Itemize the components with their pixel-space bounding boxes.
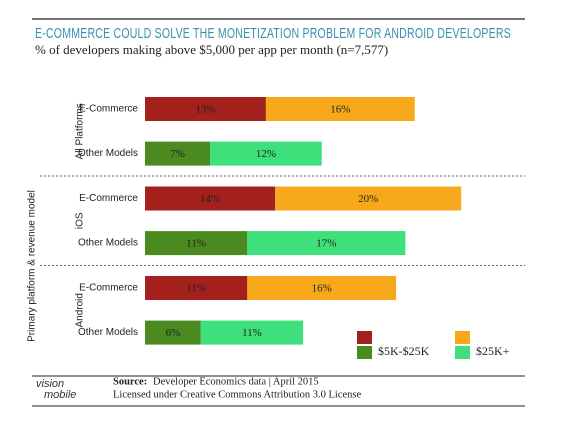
- source-label: Source:: [113, 376, 147, 387]
- chart-subtitle: % of developers making above $5,000 per …: [35, 42, 388, 57]
- value-label: 14%: [200, 193, 220, 205]
- bar-segment: [145, 320, 201, 345]
- legend-swatch: [455, 346, 470, 359]
- value-label: 11%: [186, 283, 206, 295]
- bar-segment: [145, 97, 266, 121]
- value-label: 7%: [170, 148, 185, 160]
- legend-swatch: [455, 331, 470, 344]
- group-label: iOS: [75, 212, 86, 229]
- value-label: 17%: [316, 238, 336, 250]
- chart-title: E-COMMERCE COULD SOLVE THE MONETIZATION …: [35, 26, 511, 42]
- category-label: Other Models: [78, 327, 138, 338]
- bar-segment: [145, 276, 248, 300]
- bar-segment: [200, 320, 304, 345]
- bar-segment: [247, 231, 406, 256]
- bar-segment: [145, 231, 248, 256]
- source-text: Developer Economics data | April 2015: [153, 376, 319, 387]
- category-label: Other Models: [78, 148, 138, 159]
- category-label: Other Models: [78, 238, 138, 249]
- group-label: Android: [75, 293, 86, 327]
- bar-segment: [275, 186, 462, 211]
- legend-label: $25K+: [476, 344, 510, 358]
- value-label: 6%: [166, 327, 181, 339]
- category-label: E-Commerce: [79, 193, 138, 204]
- bar-segment: [265, 97, 415, 121]
- value-label: 12%: [256, 148, 276, 160]
- legend-label: $5K-$25K: [378, 344, 430, 358]
- value-label: 11%: [186, 238, 206, 250]
- bar-segment: [145, 186, 276, 211]
- logo-text: mobile: [44, 389, 76, 401]
- value-label: 13%: [195, 104, 215, 116]
- bar-segment: [247, 276, 397, 300]
- legend-swatch: [357, 346, 372, 359]
- group-label: All Platforms: [75, 103, 86, 159]
- value-label: 11%: [242, 327, 262, 339]
- legend-swatch: [357, 331, 372, 344]
- category-label: E-Commerce: [79, 283, 138, 294]
- license-text: Licensed under Creative Commons Attribut…: [113, 389, 361, 400]
- value-label: 20%: [358, 193, 378, 205]
- y-axis-label: Primary platform & revenue model: [27, 190, 38, 342]
- bar-segment: [145, 141, 211, 166]
- value-label: 16%: [330, 104, 350, 116]
- bar-segment: [210, 141, 322, 166]
- logo-text: vision: [36, 378, 64, 390]
- category-label: E-Commerce: [79, 104, 138, 115]
- value-label: 16%: [312, 283, 332, 295]
